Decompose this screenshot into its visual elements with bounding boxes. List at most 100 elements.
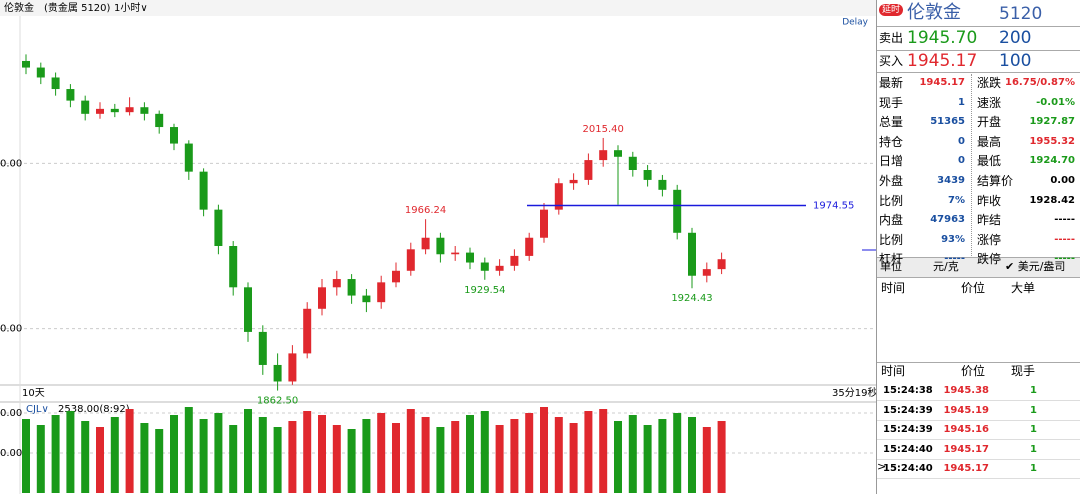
- stat-label: 跌停: [977, 252, 1002, 267]
- column-header: 价位: [961, 364, 986, 378]
- buy-qty: 100: [999, 51, 1032, 71]
- candle-body: [81, 100, 90, 114]
- volume-bar: [155, 429, 164, 493]
- volume-bar: [318, 415, 326, 493]
- stat-value: 0.00: [1050, 175, 1075, 186]
- period[interactable]: 1小时∨: [114, 2, 148, 14]
- candle-body: [96, 108, 104, 114]
- candle-body: [495, 265, 504, 271]
- volume-bar: [362, 419, 371, 493]
- volume-bar: [658, 419, 667, 493]
- stat-label: 速涨: [977, 95, 1002, 110]
- candle-body: [199, 171, 208, 210]
- volume-bar: [599, 409, 608, 493]
- volume-bar: [717, 421, 726, 493]
- candle-body: [110, 108, 119, 113]
- stat-label: 最高: [977, 134, 1002, 149]
- candle-body: [406, 249, 415, 271]
- y-tick-label: 0.00: [0, 448, 22, 459]
- stat-value: 47963: [930, 214, 965, 226]
- stat-label: 总量: [879, 115, 904, 130]
- volume-bar: [480, 411, 489, 493]
- price-line-label: 1974.55: [813, 200, 854, 211]
- candle-body: [273, 364, 282, 382]
- candle-body: [125, 107, 134, 113]
- volume-bar: [22, 419, 30, 493]
- stat-label: 持仓: [879, 134, 904, 149]
- volume-bar: [540, 407, 548, 493]
- volume-bar: [303, 411, 312, 493]
- x-right-label: 35分19秒: [832, 386, 876, 399]
- candle-body: [569, 179, 578, 184]
- stat-value: -----: [944, 253, 965, 265]
- candle-body: [36, 67, 45, 78]
- volume-bar: [36, 425, 45, 493]
- volume-bar: [584, 411, 593, 493]
- sell-price: 1945.70: [907, 28, 978, 48]
- volume-bar: [332, 425, 341, 493]
- unit-option[interactable]: ✔ 美元/盎司: [1005, 260, 1066, 273]
- cursor: >: [877, 460, 887, 473]
- stat-value: 0: [958, 155, 965, 167]
- candle-body: [258, 331, 267, 365]
- delay: Delay: [842, 18, 868, 28]
- candle-body: [540, 209, 548, 238]
- buy-price: 1945.17: [907, 51, 978, 71]
- extreme-label: 1862.50: [257, 396, 298, 407]
- volume-bar: [258, 417, 267, 493]
- row-sep: [877, 458, 1080, 460]
- volume-name[interactable]: CJL∨: [26, 404, 49, 415]
- column-header: 大单: [1011, 281, 1036, 295]
- trade-qty: 1: [1030, 424, 1037, 436]
- volume-bar: [421, 417, 430, 493]
- candle-body: [362, 295, 371, 303]
- extreme-label: 1966.24: [405, 205, 446, 216]
- stat-value: -----: [1054, 214, 1075, 226]
- stat-value: -----: [1054, 253, 1075, 265]
- stat-label: 涨停: [977, 232, 1002, 247]
- volume-bar: [81, 421, 90, 493]
- candle-body: [51, 77, 60, 90]
- candle-body: [466, 252, 474, 263]
- volume-bar: [96, 427, 104, 493]
- quote-panel: 延时 伦敦金 5120 卖出 1945.70 200 买入 1945.17 10…: [876, 0, 1080, 494]
- stat-value: 3439: [937, 175, 965, 186]
- volume-bar: [525, 413, 534, 493]
- stat-value: 1945.17: [919, 77, 965, 88]
- candle-body: [229, 246, 238, 288]
- trade-price: 1945.38: [943, 385, 989, 396]
- candle-body: [688, 232, 696, 276]
- trade-price: 1945.19: [943, 404, 989, 416]
- sep: [877, 50, 1080, 51]
- volume-bar: [288, 421, 297, 493]
- candle-body: [643, 170, 652, 180]
- stat-value: 1924.70: [1029, 155, 1075, 167]
- unit-label: 单位: [880, 260, 902, 273]
- volume-bar: [51, 415, 60, 493]
- sep: [877, 362, 1080, 363]
- trade-price: 1945.17: [943, 443, 989, 455]
- candle-body: [614, 150, 622, 157]
- stat-label: 最低: [977, 154, 1002, 169]
- volume-bar: [229, 425, 238, 493]
- volume-bar: [628, 415, 637, 493]
- unit-option[interactable]: 元/克: [933, 260, 959, 273]
- volume-bar: [273, 427, 282, 493]
- x-left-label: 10天: [22, 388, 45, 399]
- candle-body: [347, 279, 356, 296]
- row-sep: [877, 478, 1080, 480]
- volume-bar: [244, 409, 252, 493]
- group: (贵金属 5120): [44, 1, 111, 14]
- stat-label: 昨结: [977, 213, 1002, 228]
- candle-body: [554, 183, 563, 210]
- candle-body: [510, 255, 519, 266]
- volume-bar: [643, 425, 652, 493]
- volume-header: 2538.00(8:92): [58, 404, 130, 415]
- row-sep: [877, 400, 1080, 401]
- extreme-label: 1929.54: [464, 285, 505, 296]
- volume-bar: [510, 419, 519, 493]
- volume-bar: [214, 413, 223, 493]
- candle-body: [318, 287, 326, 309]
- volume-bar: [466, 415, 474, 493]
- volume-bar: [554, 417, 563, 493]
